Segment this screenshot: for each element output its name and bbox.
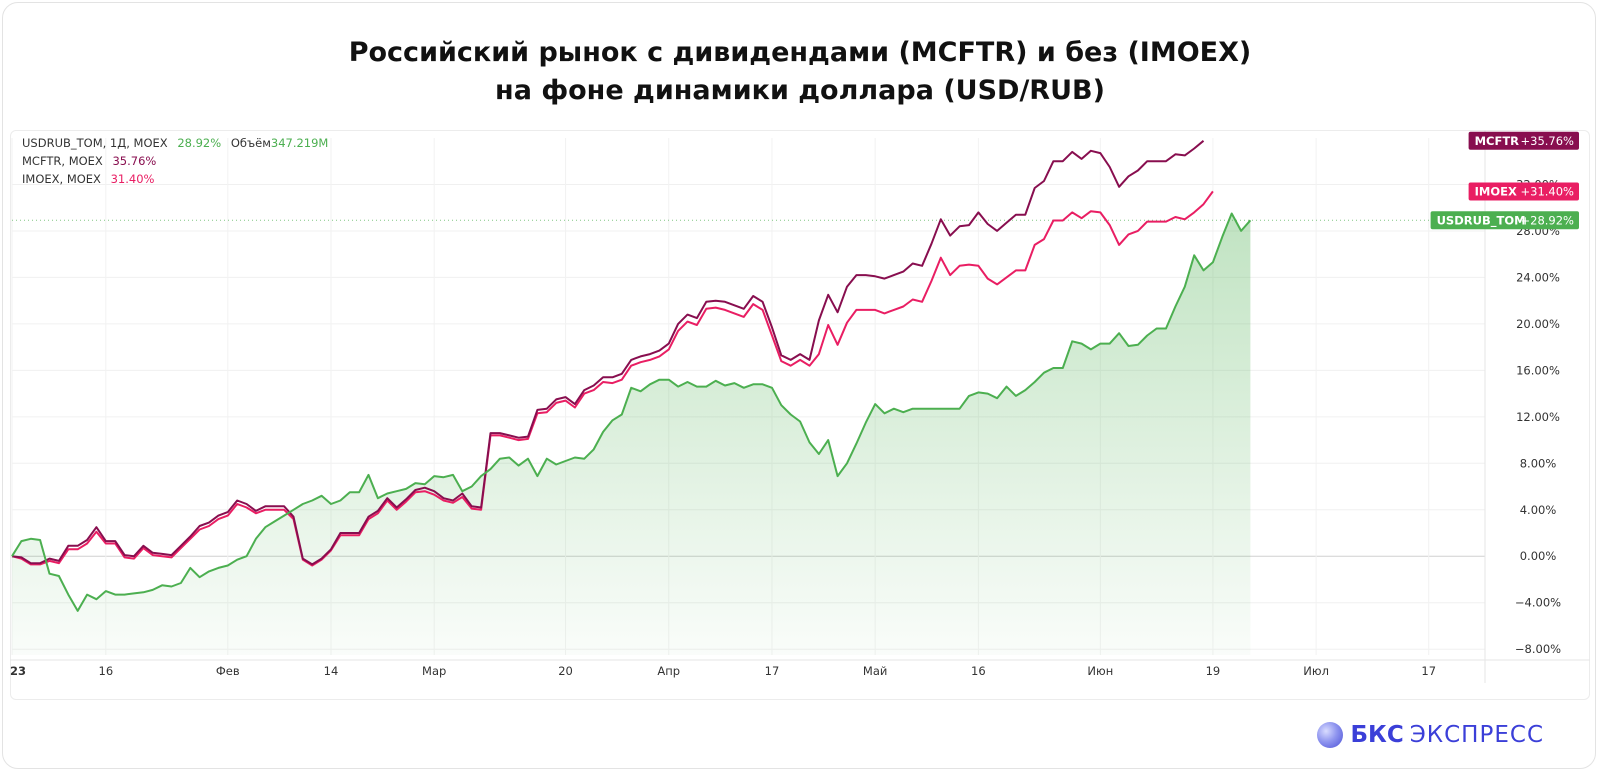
x-tick-label: 19 xyxy=(1206,664,1221,678)
brand-bold: БКС xyxy=(1350,722,1404,748)
badge-name: IMOEX xyxy=(1475,184,1517,198)
y-tick-label: −4.00% xyxy=(1515,596,1561,610)
legend-row-imoex[interactable]: IMOEX, MOEX 31.40% xyxy=(22,170,328,188)
legend-value: 35.76% xyxy=(112,154,157,168)
x-tick-label: 16 xyxy=(971,664,986,678)
badge-name: MCFTR xyxy=(1475,134,1520,148)
x-tick-label: 14 xyxy=(324,664,339,678)
x-tick-label: Фев xyxy=(216,664,240,678)
legend-name: IMOEX, MOEX xyxy=(22,172,101,186)
badge-value: +31.40% xyxy=(1521,184,1575,198)
x-tick-label: Апр xyxy=(657,664,680,678)
x-tick-label: 20 xyxy=(558,664,573,678)
badge-value: +35.76% xyxy=(1521,134,1575,148)
x-tick-label: Мар xyxy=(422,664,446,678)
legend-row-mcftr[interactable]: MCFTR, MOEX 35.76% xyxy=(22,152,328,170)
y-tick-label: 24.00% xyxy=(1516,270,1560,284)
brand-light: ЭКСПРЕСС xyxy=(1409,722,1544,748)
x-tick-label: Май xyxy=(863,664,887,678)
chart-title: Российский рынок с дивидендами (MCFTR) и… xyxy=(0,34,1600,110)
legend-value: 28.92% xyxy=(177,136,222,150)
line-chart[interactable]: −8.00% −4.00% 0.00% 4.00% 8.00% 12.00% 16.00% 2… xyxy=(10,130,1590,700)
y-tick-label: 4.00% xyxy=(1520,503,1557,517)
badge-mcftr: MCFTR +35.76% xyxy=(1468,131,1579,150)
y-tick-label: 12.00% xyxy=(1516,410,1560,424)
legend-name: USDRUB_TOM, 1Д, MOEX xyxy=(22,136,168,150)
badge-imoex: IMOEX +31.40% xyxy=(1468,182,1579,201)
y-tick-label: 8.00% xyxy=(1520,456,1557,470)
x-tick-label: 23 xyxy=(10,664,26,678)
series-line-mcftr xyxy=(11,140,1205,566)
legend-name: MCFTR, MOEX xyxy=(22,154,103,168)
title-line-2: на фоне динамики доллара (USD/RUB) xyxy=(495,75,1105,106)
chart-panel[interactable] xyxy=(10,130,1590,700)
brand-logo-block: БКС ЭКСПРЕСС xyxy=(1316,722,1544,748)
legend-volume-label: Объём xyxy=(230,136,271,150)
badge-value: +28.92% xyxy=(1521,213,1575,227)
usdrub-area-fill xyxy=(12,213,1251,655)
badge-usdrub-tom: USDRUB_TOM+28.92% xyxy=(1430,211,1579,230)
legend-row-usdrub[interactable]: USDRUB_TOM, 1Д, MOEX 28.92% Объём347.219… xyxy=(22,134,328,152)
y-tick-label: 0.00% xyxy=(1520,549,1557,563)
series-line-imoex xyxy=(11,190,1214,567)
x-tick-label: 17 xyxy=(1421,664,1436,678)
chart-legend: USDRUB_TOM, 1Д, MOEX 28.92% Объём347.219… xyxy=(22,134,328,188)
series-line-usdrub-tom xyxy=(11,212,1252,612)
bks-logo-icon xyxy=(1316,722,1343,748)
badge-name: USDRUB_TOM xyxy=(1437,213,1526,228)
y-tick-label: 16.00% xyxy=(1516,363,1560,377)
legend-value: 31.40% xyxy=(110,172,155,186)
y-tick-label: −8.00% xyxy=(1515,642,1561,656)
x-tick-label: 17 xyxy=(765,664,780,678)
y-tick-label: 20.00% xyxy=(1516,317,1560,331)
x-tick-label: Июн xyxy=(1087,664,1113,678)
title-line-1: Российский рынок с дивидендами (MCFTR) и… xyxy=(348,37,1252,68)
x-tick-label: 16 xyxy=(99,664,114,678)
x-tick-label: Июл xyxy=(1303,664,1329,678)
legend-volume-value: 347.219M xyxy=(270,136,329,150)
